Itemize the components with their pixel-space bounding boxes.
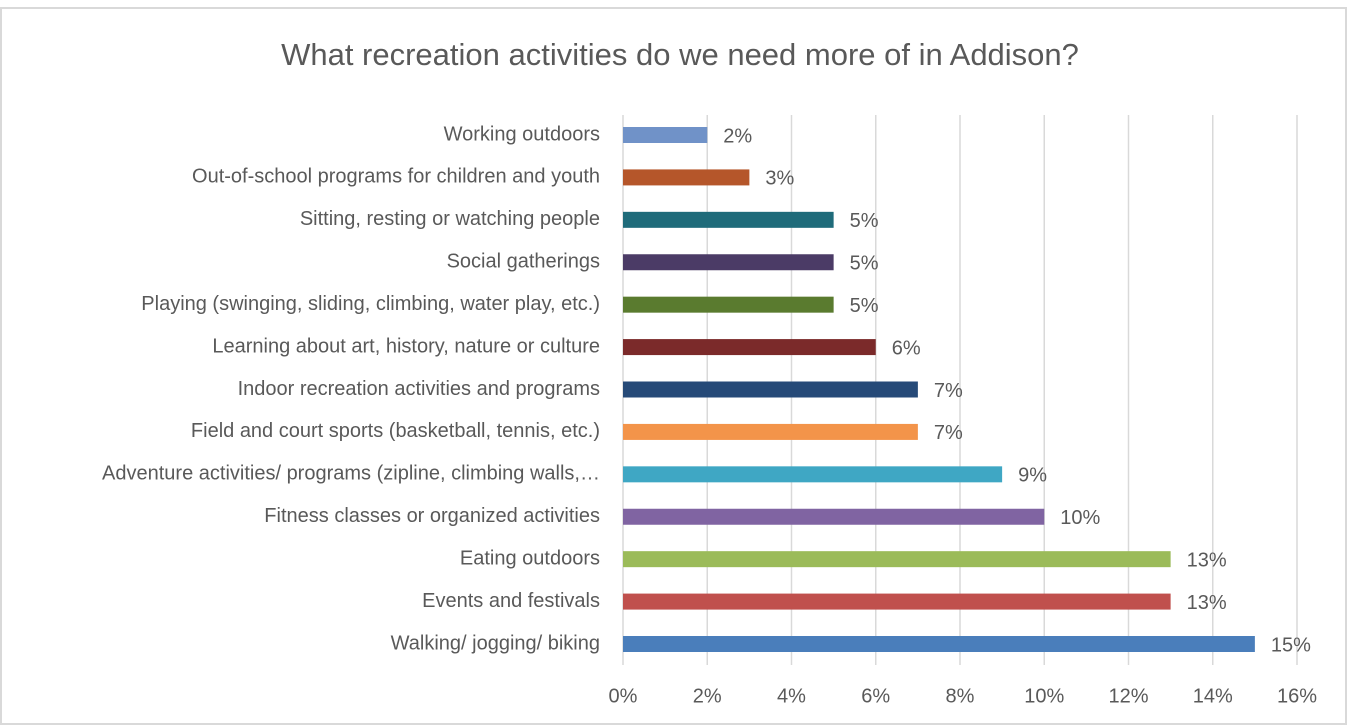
data-label: 10% (1060, 507, 1100, 529)
data-label: 2% (723, 125, 752, 147)
y-tick-label: Walking/ jogging/ biking (391, 632, 600, 654)
x-tick-label: 2% (693, 685, 722, 707)
y-tick-label: Field and court sports (basketball, tenn… (191, 420, 600, 442)
data-label: 5% (850, 253, 879, 275)
bar (623, 127, 708, 143)
bar (623, 381, 918, 398)
y-tick-label: Adventure activities/ programs (zipline,… (102, 463, 600, 485)
y-tick-label: Out-of-school programs for children and … (192, 166, 600, 188)
bar (623, 254, 834, 271)
x-tick-label: 16% (1277, 685, 1317, 707)
data-label: 13% (1187, 592, 1227, 614)
chart-frame (0, 7, 1347, 725)
y-tick-label: Working outdoors (444, 123, 600, 145)
y-tick-label: Sitting, resting or watching people (300, 208, 600, 230)
bar (623, 636, 1255, 652)
data-label: 15% (1271, 634, 1311, 656)
bar (623, 211, 834, 228)
x-tick-label: 10% (1024, 685, 1064, 707)
x-tick-label: 14% (1193, 685, 1233, 707)
x-tick-label: 0% (609, 685, 638, 707)
bar (623, 508, 1045, 525)
x-tick-label: 6% (861, 685, 890, 707)
chart-title: What recreation activities do we need mo… (281, 37, 1079, 72)
bar (623, 466, 1003, 483)
y-tick-label: Events and festivals (422, 590, 600, 612)
bar (623, 423, 918, 440)
data-label: 5% (850, 295, 879, 317)
y-tick-label: Fitness classes or organized activities (264, 505, 600, 527)
data-label: 13% (1187, 549, 1227, 571)
data-label: 5% (850, 210, 879, 232)
y-tick-label: Eating outdoors (460, 547, 600, 569)
bar (623, 296, 834, 313)
x-tick-label: 8% (946, 685, 975, 707)
y-tick-label: Social gatherings (447, 251, 600, 273)
y-tick-label: Indoor recreation activities and program… (238, 378, 600, 400)
data-label: 7% (934, 422, 963, 444)
data-label: 3% (765, 168, 794, 190)
bar (623, 551, 1171, 568)
data-label: 6% (892, 337, 921, 359)
x-tick-label: 12% (1108, 685, 1148, 707)
bar (623, 593, 1171, 610)
bar (623, 339, 876, 356)
bar (623, 169, 750, 186)
x-tick-label: 4% (777, 685, 806, 707)
data-label: 7% (934, 380, 963, 402)
y-tick-label: Learning about art, history, nature or c… (212, 335, 600, 357)
y-tick-label: Playing (swinging, sliding, climbing, wa… (141, 293, 600, 315)
data-label: 9% (1018, 465, 1047, 487)
